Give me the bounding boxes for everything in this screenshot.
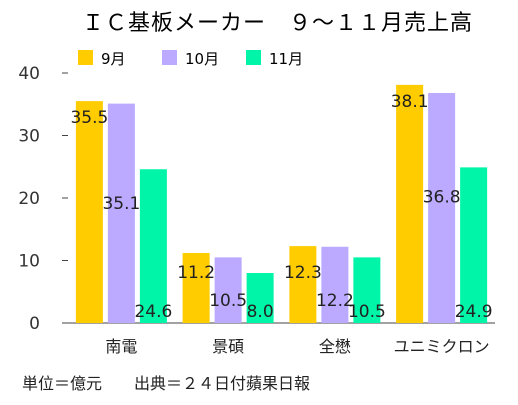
y-tick-label: 0 (29, 314, 40, 334)
y-tick-label: 20 (18, 189, 40, 209)
data-label: 35.1 (102, 194, 140, 214)
y-tick-label: 40 (18, 64, 40, 84)
bar (214, 257, 242, 323)
legend-swatch (162, 50, 177, 65)
y-axis-ticks: 0 10 20 30 40 (18, 64, 68, 334)
bar (321, 246, 349, 323)
bars (75, 84, 488, 323)
bar (428, 93, 456, 323)
data-label: 10.5 (348, 302, 386, 322)
data-label: 12.3 (284, 263, 322, 283)
legend-label: 10月 (185, 50, 219, 68)
data-label: 36.8 (423, 187, 461, 207)
category-label: ユニミクロン (394, 337, 490, 356)
bar (289, 246, 317, 323)
bar (353, 257, 381, 323)
category-label: 全懋 (319, 337, 351, 356)
bar (246, 273, 274, 323)
legend-label: 11月 (269, 50, 303, 68)
data-label: 35.5 (70, 108, 108, 128)
bar (139, 169, 167, 323)
data-label: 11.2 (177, 263, 215, 283)
legend-swatch (246, 50, 261, 65)
bar (182, 253, 210, 323)
bar (396, 84, 424, 323)
bar (107, 103, 135, 323)
footnote: 単位＝億元 出典＝２４日付蘋果日報 (22, 374, 310, 393)
bar (460, 167, 488, 323)
legend-label: 9月 (101, 50, 126, 68)
category-labels: 南電 景碩 全懋 ユニミクロン (105, 337, 489, 356)
chart-title: ＩＣ基板メーカー ９～１１月売上高 (82, 11, 473, 36)
data-label: 24.6 (134, 302, 172, 322)
data-label: 24.9 (455, 302, 493, 322)
bar (75, 101, 103, 323)
data-label: 12.2 (316, 291, 354, 311)
y-tick-label: 30 (18, 127, 40, 147)
category-label: 景碩 (212, 337, 244, 356)
data-labels: 35.535.124.611.210.58.012.312.210.538.13… (70, 92, 492, 322)
data-label: 10.5 (209, 291, 247, 311)
legend: 9月 10月 11月 (78, 50, 303, 68)
data-label: 8.0 (247, 302, 274, 322)
y-tick-label: 10 (18, 252, 40, 272)
data-label: 38.1 (391, 92, 429, 112)
category-label: 南電 (105, 337, 137, 356)
legend-swatch (78, 50, 93, 65)
